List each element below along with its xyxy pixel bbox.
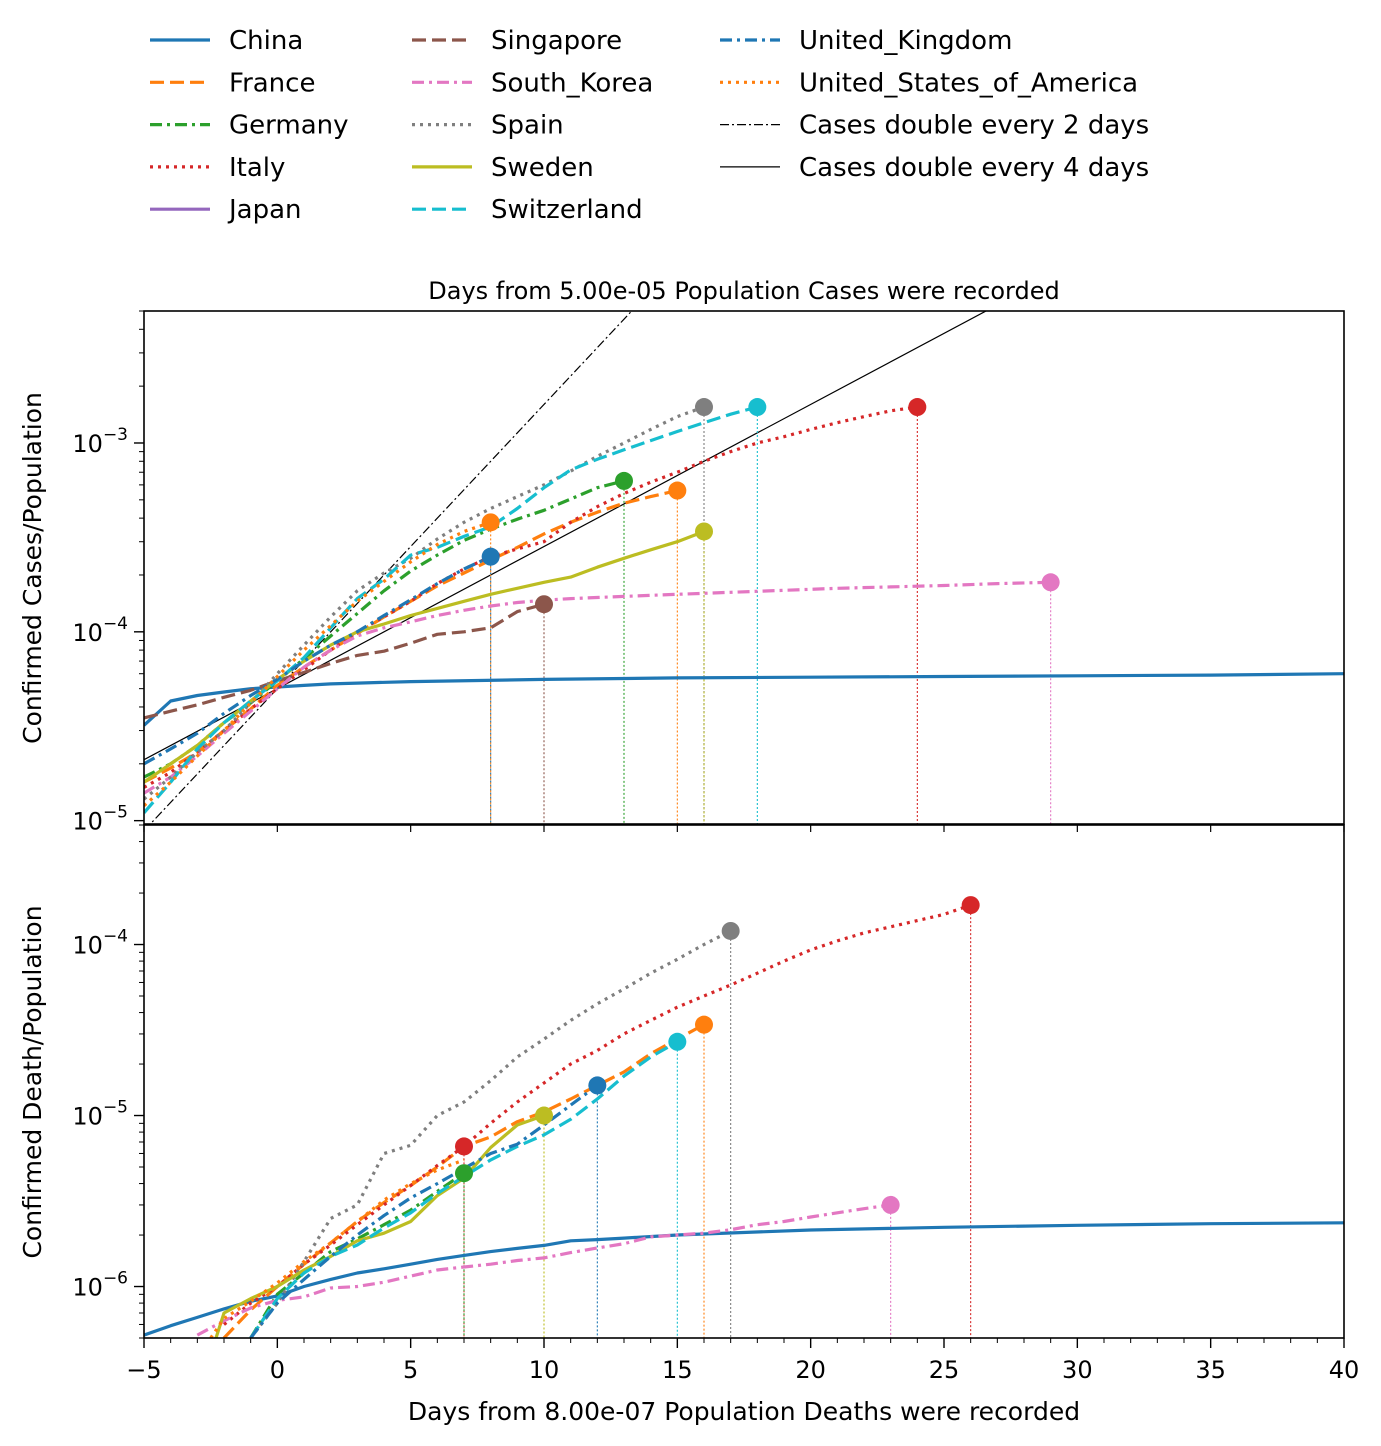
legend-label-spain: Spain xyxy=(491,111,564,141)
top-series-switzerland xyxy=(144,405,758,814)
bottom-y-tick-label: 10−5 xyxy=(72,1098,128,1131)
top-series-united-states-of-america xyxy=(144,520,492,807)
bottom-end-marker-italy xyxy=(961,896,980,915)
top-series-singapore xyxy=(144,602,545,720)
top-end-marker-spain xyxy=(695,398,713,417)
legend-label-switzerland: Switzerland xyxy=(491,195,643,225)
bottom-series-spain xyxy=(249,929,732,1338)
legend-label-cases-double-every-4-days: Cases double every 4 days xyxy=(799,153,1149,183)
legend-label-united-states-of-america: United_States_of_America xyxy=(799,68,1138,98)
top-y-tick-label: 10−3 xyxy=(72,425,128,458)
bottom-series-germany xyxy=(249,1171,465,1338)
top-panel-title: Days from 5.00e-05 Population Cases were… xyxy=(428,277,1059,305)
x-tick-label: 0 xyxy=(270,1356,285,1384)
top-series-spain xyxy=(144,405,705,801)
bottom-end-marker-spain xyxy=(721,921,740,940)
top-end-marker-germany xyxy=(615,471,633,490)
top-y-tick-label: 10−5 xyxy=(72,803,128,836)
bottom-series-china xyxy=(144,1221,1344,1337)
top-y-tick-label: 10−4 xyxy=(72,614,128,647)
legend-label-singapore: Singapore xyxy=(491,26,622,56)
bottom-panel-deaths: 10−6 10−5 10−4 xyxy=(72,824,1345,1339)
bottom-end-marker-italy xyxy=(455,1137,473,1156)
x-tick-label: 25 xyxy=(929,1356,960,1384)
top-end-marker-france xyxy=(668,481,687,500)
legend-label-italy: Italy xyxy=(229,153,285,183)
top-end-marker-singapore xyxy=(535,595,553,614)
bottom-series-united-kingdom xyxy=(249,1084,599,1338)
bottom-end-marker-france xyxy=(695,1015,713,1034)
legend-label-japan: Japan xyxy=(227,195,302,225)
legend-label-south-korea: South_Korea xyxy=(491,68,653,98)
bottom-end-marker-south-korea xyxy=(881,1195,900,1214)
top-y-axis-label: Confirmed Cases/Population xyxy=(18,392,47,744)
legend-label-china: China xyxy=(229,26,303,56)
bottom-y-tick-label: 10−4 xyxy=(72,927,128,960)
legend: China France Germany Italy Japan Singapore Sou… xyxy=(150,26,1149,225)
legend-label-cases-double-every-2-days: Cases double every 2 days xyxy=(799,111,1149,141)
bottom-y-axis-label: Confirmed Death/Population xyxy=(18,905,47,1258)
reference-line-cases-double-every-2-days xyxy=(149,311,633,824)
bottom-series-south-korea xyxy=(196,1203,891,1337)
top-end-marker-united-states-of-america xyxy=(481,513,500,532)
bottom-plot-frame xyxy=(143,824,1345,1339)
legend-label-germany: Germany xyxy=(229,111,349,141)
top-series-italy xyxy=(144,405,918,789)
x-tick-label: 10 xyxy=(529,1356,560,1384)
x-tick-label: 20 xyxy=(795,1356,826,1384)
x-tick-label: 40 xyxy=(1329,1356,1360,1384)
top-end-marker-italy xyxy=(908,398,927,417)
bottom-end-marker-united-kingdom xyxy=(588,1076,607,1095)
top-end-marker-south-korea xyxy=(1041,573,1060,592)
top-series-united-kingdom xyxy=(144,555,492,766)
x-tick-label: 15 xyxy=(662,1356,693,1384)
x-tick-label: 30 xyxy=(1062,1356,1093,1384)
top-end-marker-switzerland xyxy=(748,398,767,417)
x-tick-label: −5 xyxy=(126,1356,161,1384)
x-tick-label: 35 xyxy=(1195,1356,1226,1384)
top-series-sweden xyxy=(144,530,705,784)
top-series-france xyxy=(144,488,678,784)
legend-label-sweden: Sweden xyxy=(491,153,594,183)
top-series-china xyxy=(144,672,1344,727)
bottom-y-tick-label: 10−6 xyxy=(72,1269,128,1302)
bottom-end-marker-switzerland xyxy=(668,1032,687,1051)
x-axis-label: Days from 8.00e-07 Population Deaths wer… xyxy=(408,1397,1080,1426)
x-tick-label: 5 xyxy=(403,1356,418,1384)
top-series-germany xyxy=(144,479,625,779)
legend-label-united-kingdom: United_Kingdom xyxy=(799,26,1012,56)
top-end-marker-united-kingdom xyxy=(481,547,500,566)
bottom-series-united-states-of-america xyxy=(209,1158,465,1338)
x-axis: −5 0 5 10 15 20 25 30 35 40 xyxy=(126,1338,1359,1384)
legend-label-france: France xyxy=(229,68,315,98)
top-end-marker-sweden xyxy=(695,522,713,541)
reference-line-cases-double-every-4-days xyxy=(144,311,988,761)
bottom-end-marker-germany xyxy=(455,1164,473,1183)
bottom-series-sweden xyxy=(214,1113,545,1338)
top-plot-frame xyxy=(143,310,1345,825)
bottom-series-italy xyxy=(222,903,972,1326)
bottom-end-marker-sweden xyxy=(535,1106,553,1125)
top-panel-cases: 10−5 10−4 10−3 xyxy=(72,310,1345,836)
